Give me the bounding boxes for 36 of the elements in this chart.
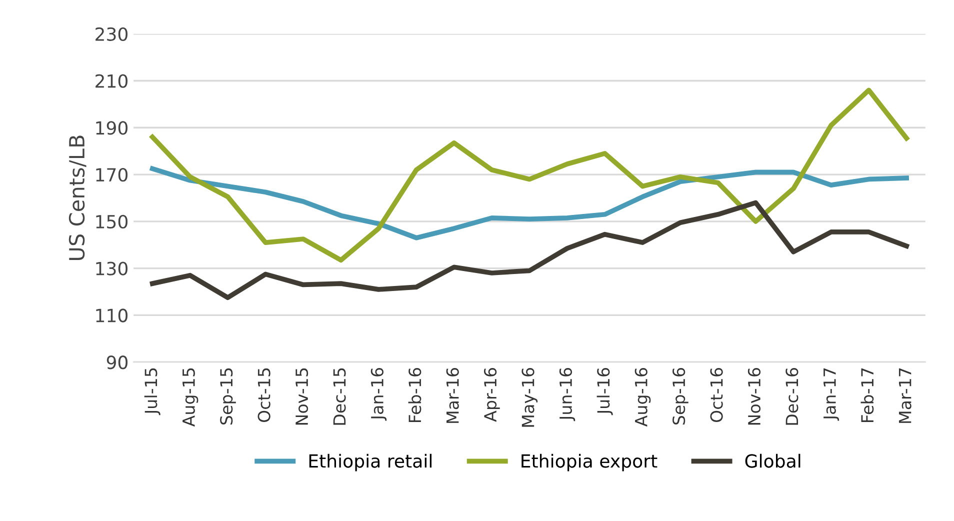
- x-tick-label: Apr-16: [484, 368, 500, 422]
- legend-label: Ethiopia retail: [309, 454, 432, 472]
- y-tick-label: 190: [96, 121, 128, 135]
- x-tick-label: Feb-16: [408, 368, 422, 422]
- y-tick-label: 130: [96, 262, 128, 276]
- y-tick-label: 230: [96, 27, 128, 41]
- x-tick-label: Jan-16: [370, 368, 387, 421]
- x-tick-label: Aug-16: [634, 368, 651, 427]
- legend-label: Global: [745, 454, 800, 468]
- x-tick-label: Oct-16: [710, 368, 723, 422]
- y-axis-title: US Cents/LB: [68, 136, 86, 260]
- y-tick-label: 90: [106, 356, 128, 370]
- x-tick-label: Jul-16: [596, 368, 613, 416]
- x-tick-label: May-16: [522, 368, 538, 427]
- y-tick-label: 150: [96, 214, 128, 229]
- x-tick-label: Jul-15: [144, 368, 160, 416]
- x-tick-label: Nov-15: [296, 368, 308, 425]
- x-tick-label: Dec-16: [786, 368, 798, 425]
- y-tick-label: 170: [96, 168, 128, 182]
- x-tick-label: Oct-15: [258, 368, 270, 422]
- x-tick-label: Sep-15: [220, 368, 236, 424]
- x-tick-label: Sep-16: [672, 368, 688, 424]
- line-series: [150, 166, 909, 240]
- y-tick-label: 110: [96, 308, 128, 322]
- x-tick-label: Feb-17: [860, 368, 874, 422]
- legend-label: Ethiopia export: [522, 454, 658, 472]
- x-tick-label: Mar-16: [446, 368, 459, 423]
- x-tick-label: Aug-15: [182, 368, 198, 427]
- x-tick-label: Dec-15: [333, 368, 346, 425]
- x-tick-label: Jun-16: [559, 368, 576, 422]
- y-tick-label: 210: [96, 74, 128, 88]
- line-series: [150, 200, 909, 300]
- x-tick-label: Nov-16: [748, 368, 761, 425]
- x-tick-label: Jan-17: [824, 368, 840, 421]
- x-tick-label: Mar-17: [898, 368, 912, 423]
- line-series: [150, 88, 909, 263]
